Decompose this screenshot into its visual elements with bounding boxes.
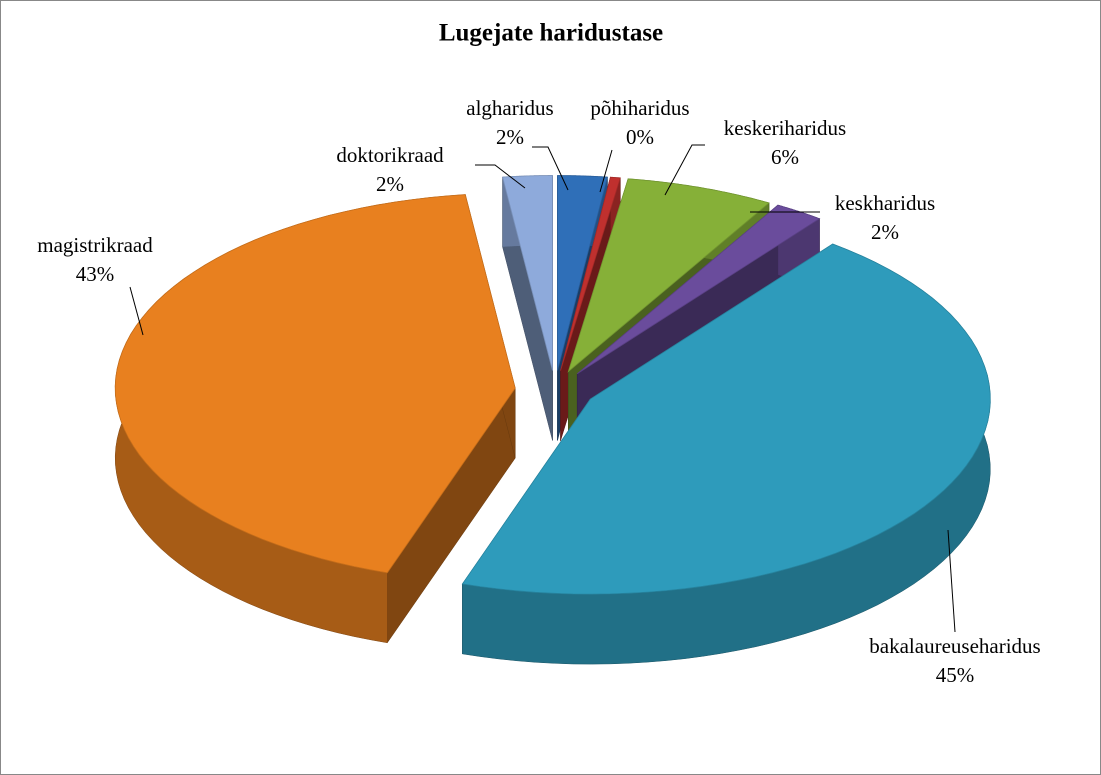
- slice-top: [567, 178, 770, 373]
- value-label: 2%: [496, 125, 524, 149]
- leader-line: [599, 149, 613, 193]
- slice-top: [114, 194, 516, 574]
- category-label: keskeriharidus: [724, 116, 846, 140]
- value-label: 43%: [76, 262, 115, 286]
- value-label: 6%: [771, 145, 799, 169]
- category-label: keskharidus: [835, 191, 935, 215]
- leader-line: [532, 146, 569, 191]
- category-label: põhiharidus: [590, 96, 689, 120]
- category-label: bakalaureuseharidus: [869, 634, 1040, 658]
- slice-top: [557, 175, 608, 371]
- pie: [114, 175, 991, 665]
- slice-top: [461, 243, 991, 595]
- leader-line: [475, 164, 526, 189]
- category-label: doktorikraad: [336, 143, 444, 167]
- labels: algharidus 2% põhiharidus 0% keskeriharidus 6…: [37, 96, 1040, 687]
- category-label: magistrikraad: [37, 233, 153, 257]
- chart-title: Lugejate haridustase: [439, 20, 663, 47]
- value-label: 0%: [626, 125, 654, 149]
- value-label: 2%: [376, 172, 404, 196]
- leader-line: [947, 529, 956, 633]
- category-label: algharidus: [466, 96, 553, 120]
- value-label: 45%: [936, 663, 975, 687]
- slice-top: [560, 176, 621, 371]
- leader-line: [664, 144, 705, 196]
- value-label: 2%: [871, 220, 899, 244]
- leader-line: [129, 286, 144, 336]
